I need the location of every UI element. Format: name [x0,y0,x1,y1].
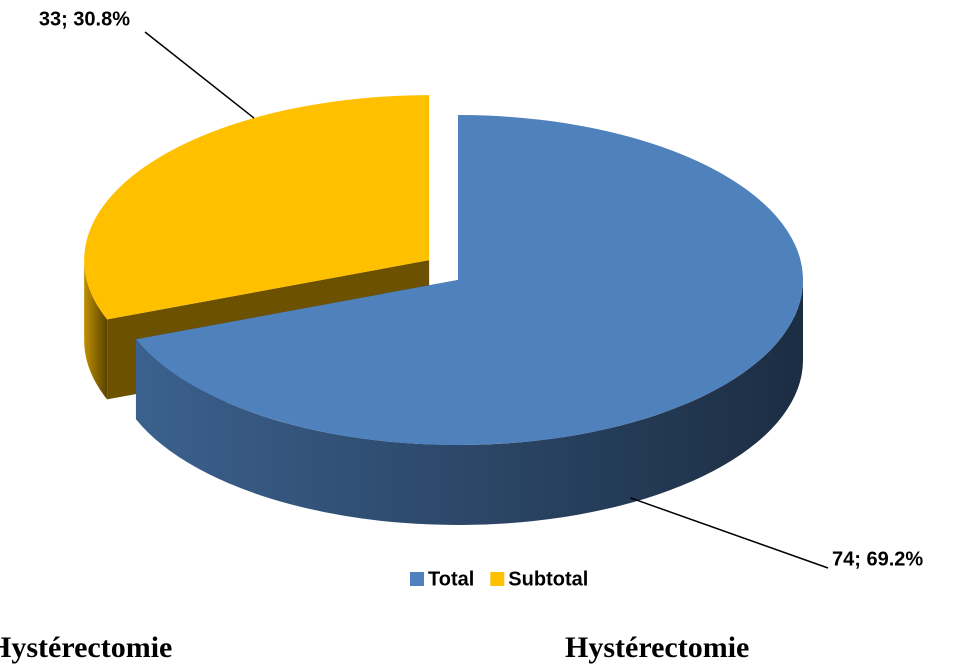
legend-label: Subtotal [508,568,588,590]
pie-slice [135,115,803,446]
leader-line [630,497,829,569]
legend-swatch [410,572,424,586]
legend-swatch [490,572,505,586]
pie-slice [84,95,430,320]
slice-side [84,260,108,400]
caption: Hystérectomie [565,631,749,664]
caption: Hystérectomie [0,631,172,664]
leader-line [144,31,255,119]
slice-side [135,280,804,525]
legend-label: Total [428,568,474,590]
data-label: 33; 30.8% [39,8,130,30]
data-label: 74; 69.2% [832,548,923,570]
